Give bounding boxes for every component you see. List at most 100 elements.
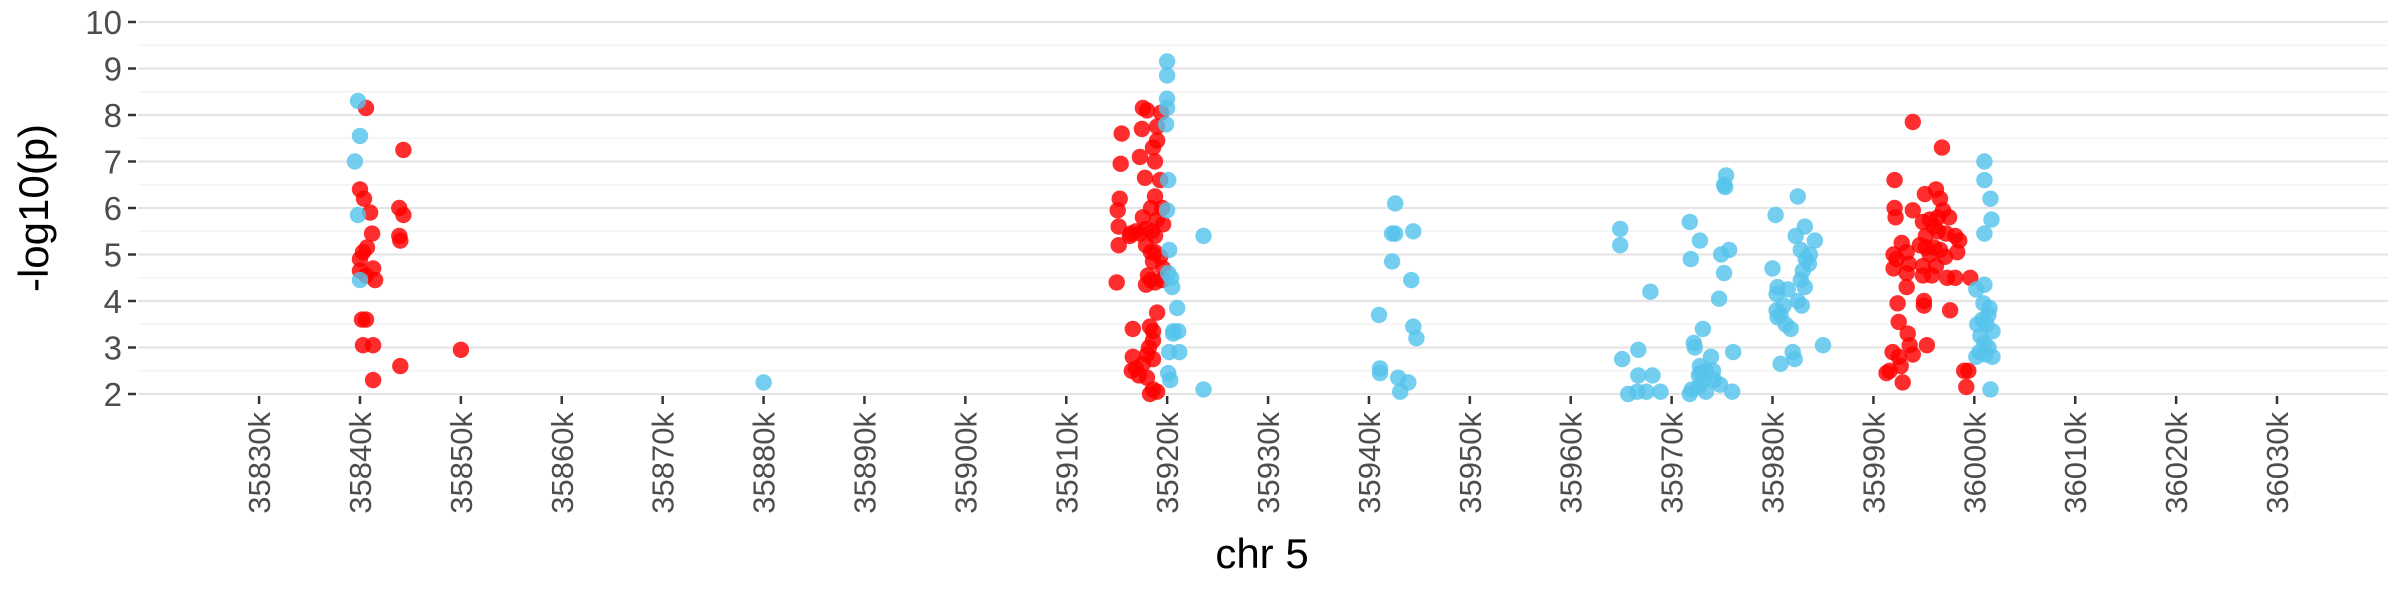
data-point-blue	[1383, 253, 1401, 270]
data-point-blue	[1691, 232, 1709, 249]
data-point-blue	[1630, 341, 1647, 358]
data-point-blue	[1725, 343, 1742, 361]
x-tick-label: 35930k	[1251, 412, 1286, 514]
data-point-blue	[755, 374, 772, 391]
data-point-blue	[1710, 290, 1728, 307]
data-point-blue	[1711, 376, 1729, 393]
y-tick-label: 4	[104, 283, 122, 320]
data-point-blue	[1697, 383, 1715, 400]
y-tick-label: 7	[104, 144, 122, 181]
data-point-blue	[1683, 381, 1701, 398]
data-point-red	[357, 311, 375, 328]
data-point-blue	[1158, 202, 1176, 219]
data-point-blue	[1702, 348, 1720, 365]
x-tick-label: 35890k	[847, 412, 882, 514]
data-point-red	[1898, 264, 1915, 282]
x-tick-label: 36010k	[2058, 412, 2093, 514]
data-point-blue	[1793, 297, 1811, 314]
data-point-red	[392, 232, 409, 249]
x-tick-label: 36000k	[1957, 412, 1992, 514]
data-point-blue	[1796, 278, 1814, 296]
x-tick-label: 35860k	[545, 412, 580, 514]
data-point-blue	[1638, 383, 1655, 400]
data-point-blue	[351, 271, 369, 289]
data-point-blue	[1408, 330, 1425, 347]
data-point-blue	[1162, 371, 1179, 389]
data-point-blue	[1161, 241, 1178, 259]
data-point-blue	[1387, 195, 1404, 212]
data-point-blue	[1716, 178, 1734, 196]
data-point-blue	[1160, 171, 1177, 189]
data-point-blue	[1789, 188, 1807, 205]
x-tick-label: 35950k	[1453, 412, 1488, 514]
data-point-blue	[1786, 350, 1803, 368]
data-point-blue	[1976, 225, 1993, 242]
data-point-red	[1933, 139, 1951, 156]
data-point-blue	[1169, 299, 1186, 317]
data-point-red	[1885, 260, 1902, 277]
x-tick-label: 36030k	[2260, 412, 2295, 514]
data-point-blue	[1164, 278, 1181, 296]
data-point-blue	[1171, 343, 1188, 361]
data-point-red	[1109, 202, 1126, 219]
data-point-red	[395, 206, 412, 224]
y-tick-label: 5	[104, 237, 122, 274]
data-point-blue	[1968, 281, 1985, 298]
x-tick-label: 35970k	[1655, 412, 1690, 514]
data-point-blue	[349, 92, 367, 110]
data-point-blue	[1620, 385, 1637, 403]
data-point-blue	[1158, 67, 1176, 84]
y-tick-label: 10	[85, 4, 122, 41]
data-point-red	[1110, 218, 1127, 235]
axis-ticks: 2 3 4 5 6 7 8 9 10 35830k 35840k 35850k 35860k 35870k…	[85, 4, 2295, 514]
x-tick-label: 35850k	[444, 412, 479, 514]
data-point-blue	[1787, 227, 1804, 245]
data-point-blue	[1782, 320, 1799, 338]
data-point-blue	[349, 206, 367, 224]
data-point-blue	[1686, 339, 1704, 356]
data-point-blue	[1976, 153, 1993, 170]
data-point-blue	[1403, 271, 1420, 289]
data-point-red	[1112, 155, 1129, 172]
data-point-red	[1121, 227, 1139, 245]
data-point-red	[364, 337, 382, 354]
data-point-red	[1124, 320, 1142, 338]
data-point-blue	[1982, 190, 1999, 207]
data-point-blue	[1764, 260, 1781, 277]
data-point-blue	[1158, 99, 1176, 117]
data-point-blue	[1195, 381, 1212, 398]
data-point-red	[351, 250, 369, 268]
data-point-blue	[1983, 211, 2000, 228]
data-point-red	[1890, 313, 1907, 331]
data-point-blue	[1158, 53, 1176, 70]
data-point-blue	[1652, 383, 1669, 400]
data-point-blue	[1806, 232, 1824, 249]
data-point-blue	[1682, 250, 1700, 268]
x-tick-label: 35870k	[646, 412, 681, 514]
data-point-red	[1918, 337, 1936, 354]
data-points	[346, 53, 2001, 403]
x-tick-label: 35910k	[1049, 412, 1084, 514]
data-point-red	[355, 190, 373, 207]
data-point-blue	[1681, 213, 1699, 231]
data-point-blue	[1715, 264, 1733, 282]
x-tick-label: 35830k	[242, 412, 277, 514]
data-point-blue	[1392, 383, 1409, 400]
data-point-red	[1110, 237, 1127, 254]
data-point-red	[1923, 267, 1941, 284]
data-point-red	[1940, 209, 1958, 226]
data-point-blue	[1968, 348, 1985, 365]
data-point-red	[1889, 295, 1906, 312]
data-point-red	[1144, 139, 1162, 156]
y-tick-label: 8	[104, 97, 122, 134]
data-point-red	[1141, 385, 1159, 403]
data-point-blue	[1976, 171, 1993, 189]
x-tick-label: 35840k	[343, 412, 378, 514]
data-point-red	[1886, 171, 1903, 189]
y-tick-label: 2	[104, 376, 122, 413]
data-point-blue	[1772, 355, 1789, 372]
data-point-red	[1136, 169, 1154, 186]
data-point-blue	[1614, 350, 1631, 368]
data-point-blue	[1717, 167, 1735, 184]
